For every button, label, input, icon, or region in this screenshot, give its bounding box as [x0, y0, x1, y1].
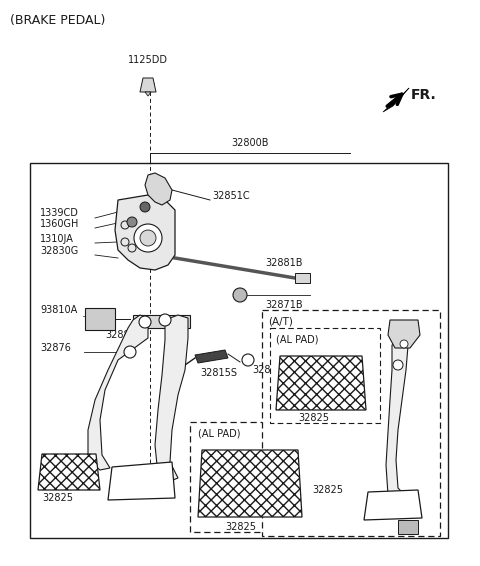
Text: FR.: FR. [411, 88, 437, 102]
Circle shape [400, 340, 408, 348]
Polygon shape [398, 520, 418, 534]
Polygon shape [388, 320, 420, 348]
Text: 32825: 32825 [225, 522, 256, 532]
Text: 32871B: 32871B [265, 300, 302, 310]
Polygon shape [85, 308, 115, 330]
Circle shape [134, 224, 162, 252]
Text: 32825: 32825 [312, 485, 343, 495]
Polygon shape [38, 454, 100, 490]
Polygon shape [276, 356, 366, 410]
Circle shape [124, 346, 136, 358]
Text: 1310JA: 1310JA [40, 234, 74, 244]
Circle shape [233, 288, 247, 302]
Text: 32851C: 32851C [212, 191, 250, 201]
Text: 32815S: 32815S [200, 368, 237, 378]
Text: 1339CD: 1339CD [40, 208, 79, 218]
Text: 32883: 32883 [105, 330, 136, 340]
Circle shape [140, 202, 150, 212]
Polygon shape [140, 78, 156, 92]
Polygon shape [145, 92, 151, 96]
Circle shape [159, 314, 171, 326]
Polygon shape [115, 195, 175, 270]
Circle shape [140, 230, 156, 246]
Text: 32876: 32876 [40, 343, 71, 353]
Polygon shape [364, 490, 422, 520]
Text: (AL PAD): (AL PAD) [198, 428, 240, 438]
Text: (AL PAD): (AL PAD) [276, 334, 319, 344]
Text: 32830G: 32830G [40, 246, 78, 256]
Polygon shape [133, 315, 190, 328]
Text: (BRAKE PEDAL): (BRAKE PEDAL) [10, 14, 106, 27]
Text: 93810A: 93810A [40, 305, 77, 315]
Text: 32825: 32825 [298, 413, 329, 423]
Text: 32800B: 32800B [231, 138, 269, 148]
Circle shape [393, 360, 403, 370]
Text: 1125DD: 1125DD [128, 55, 168, 65]
Bar [30, 163, 448, 538]
Text: 32825: 32825 [42, 493, 73, 503]
Text: 1360GH: 1360GH [40, 219, 79, 229]
Bar [270, 328, 380, 423]
Text: 32881B: 32881B [265, 258, 302, 268]
Circle shape [139, 316, 151, 328]
Circle shape [127, 217, 137, 227]
Text: 32883: 32883 [252, 365, 283, 375]
Polygon shape [155, 315, 188, 482]
Polygon shape [198, 450, 302, 517]
Polygon shape [295, 273, 310, 283]
Polygon shape [195, 350, 228, 363]
Bar [190, 422, 320, 532]
Bar [262, 310, 440, 536]
Circle shape [242, 354, 254, 366]
Polygon shape [145, 173, 172, 205]
Text: (A/T): (A/T) [268, 316, 293, 326]
Polygon shape [383, 88, 409, 112]
Polygon shape [88, 315, 148, 470]
Polygon shape [108, 462, 175, 500]
Polygon shape [386, 342, 408, 502]
